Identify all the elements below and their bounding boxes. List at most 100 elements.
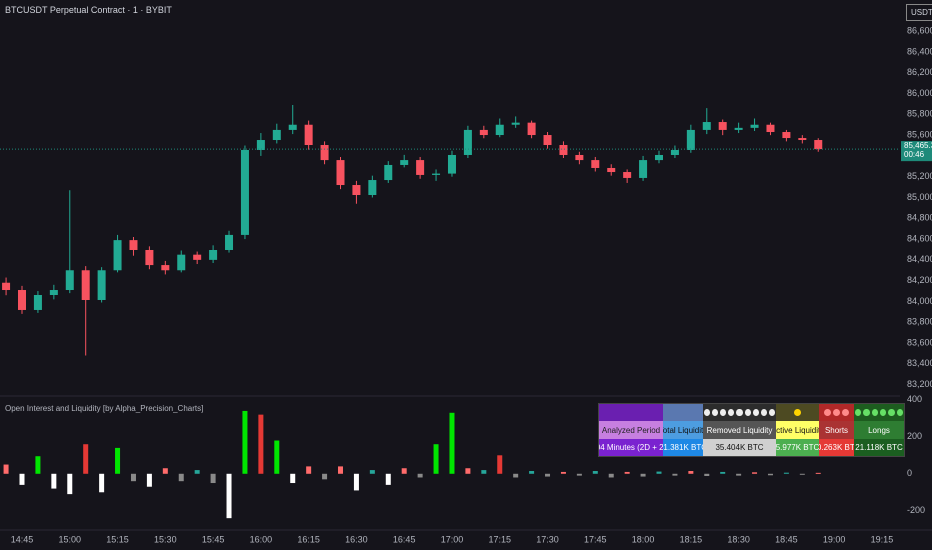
price-tick-label: 84,600.0 xyxy=(907,233,932,243)
status-dot xyxy=(855,409,862,416)
candle-body xyxy=(686,129,695,150)
liquidity-bar xyxy=(736,473,742,476)
candle-body xyxy=(240,149,249,235)
candle-body xyxy=(33,295,42,310)
time-tick-label: 19:00 xyxy=(823,534,846,544)
candle-body xyxy=(447,154,456,174)
price-tick-label: 83,200.0 xyxy=(907,379,932,389)
candle-body xyxy=(623,172,632,178)
price-tick-label: 86,200.0 xyxy=(907,67,932,77)
candle-body xyxy=(65,270,74,291)
candle-body xyxy=(559,145,568,155)
liquidity-bar xyxy=(592,471,598,474)
status-dot xyxy=(794,409,801,416)
candle-body xyxy=(511,122,520,125)
liquidity-bar xyxy=(545,473,551,477)
liquidity-bar xyxy=(656,471,662,474)
liquidity-bar xyxy=(130,473,136,482)
liquidity-bar xyxy=(576,473,582,476)
liquidity-bar xyxy=(385,473,391,485)
status-dot xyxy=(768,409,775,416)
candle-body xyxy=(161,265,170,271)
liquidity-bar xyxy=(401,468,407,474)
price-tick-label: 85,000.0 xyxy=(907,192,932,202)
time-tick-label: 15:15 xyxy=(106,534,129,544)
liquidity-bar xyxy=(369,470,375,474)
table-value: 41.381K BTC xyxy=(663,439,703,456)
candle-body xyxy=(336,160,345,186)
liquidity-bar xyxy=(290,473,296,484)
liquidity-bar xyxy=(704,473,710,477)
candle-body xyxy=(750,124,759,128)
liquidity-bar xyxy=(338,466,343,474)
candle-body xyxy=(352,185,361,196)
time-tick-label: 15:00 xyxy=(59,534,82,544)
price-tick-label: 85,200.0 xyxy=(907,171,932,181)
status-dot xyxy=(752,409,759,416)
price-tick-label: 86,400.0 xyxy=(907,46,932,56)
table-header: Longs xyxy=(854,421,904,439)
liquidity-bar xyxy=(815,472,821,474)
price-tick-label: 84,200.0 xyxy=(907,275,932,285)
status-dot xyxy=(760,409,767,416)
candle-body xyxy=(368,180,377,196)
last-price-box xyxy=(901,141,932,162)
price-tick-label: 85,600.0 xyxy=(907,130,932,140)
table-icon-cell xyxy=(776,404,819,421)
time-tick-label: 18:30 xyxy=(727,534,750,544)
candle-body xyxy=(145,249,154,266)
liquidity-bar xyxy=(465,468,471,474)
candle-body xyxy=(272,129,281,141)
liquidity-bar xyxy=(210,473,216,484)
candle-body xyxy=(543,135,552,146)
status-dot xyxy=(728,409,735,416)
time-tick-label: 17:30 xyxy=(536,534,559,544)
time-tick-label: 16:45 xyxy=(393,534,416,544)
table-value: 4204 Minutes (2D + 22h) xyxy=(599,439,663,456)
time-tick-label: 17:15 xyxy=(488,534,511,544)
table-value: 20.263K BTC xyxy=(819,439,854,456)
time-tick-label: 19:15 xyxy=(871,534,894,544)
candle-body xyxy=(113,240,122,271)
price-tick-label: 85,800.0 xyxy=(907,109,932,119)
status-dot xyxy=(744,409,751,416)
status-dot xyxy=(842,409,849,416)
liquidity-bar xyxy=(306,466,312,474)
candle-body xyxy=(384,164,393,181)
liquidity-bar xyxy=(115,447,121,474)
liquidity-bar xyxy=(274,440,280,474)
price-tick-label: 83,800.0 xyxy=(907,317,932,327)
time-tick-label: 17:00 xyxy=(441,534,464,544)
status-dot xyxy=(863,409,870,416)
table-header: Analyzed Period xyxy=(599,421,663,439)
liquidity-bar xyxy=(146,473,152,487)
status-dot xyxy=(871,409,878,416)
candle-body xyxy=(400,160,409,165)
time-tick-label: 15:30 xyxy=(154,534,177,544)
price-tick-label: 83,400.0 xyxy=(907,358,932,368)
liquidity-bar xyxy=(417,473,423,478)
liquidity-bar xyxy=(51,473,57,489)
candle-body xyxy=(256,140,265,150)
time-tick-label: 15:45 xyxy=(202,534,225,544)
liquidity-bar xyxy=(799,473,805,475)
liquidity-bar xyxy=(19,473,25,485)
candle-body xyxy=(527,122,536,136)
liquidity-bar xyxy=(3,464,9,474)
candle-body xyxy=(288,124,297,130)
time-tick-label: 18:00 xyxy=(632,534,655,544)
candle-body xyxy=(814,140,823,150)
table-icon-cell xyxy=(703,404,776,421)
liquidity-bar xyxy=(624,471,630,474)
liquidity-bar xyxy=(481,470,487,474)
candle-body xyxy=(49,290,58,296)
candle-body xyxy=(639,160,648,178)
liquidity-bar xyxy=(688,471,694,474)
currency-button[interactable]: USDT xyxy=(906,4,932,21)
table-value: 35.404K BTC xyxy=(703,439,776,456)
liquidity-bar xyxy=(226,473,232,519)
status-dot xyxy=(888,409,895,416)
candle-body xyxy=(416,160,425,175)
candle-body xyxy=(670,149,679,155)
price-tick-label: 83,600.0 xyxy=(907,337,932,347)
